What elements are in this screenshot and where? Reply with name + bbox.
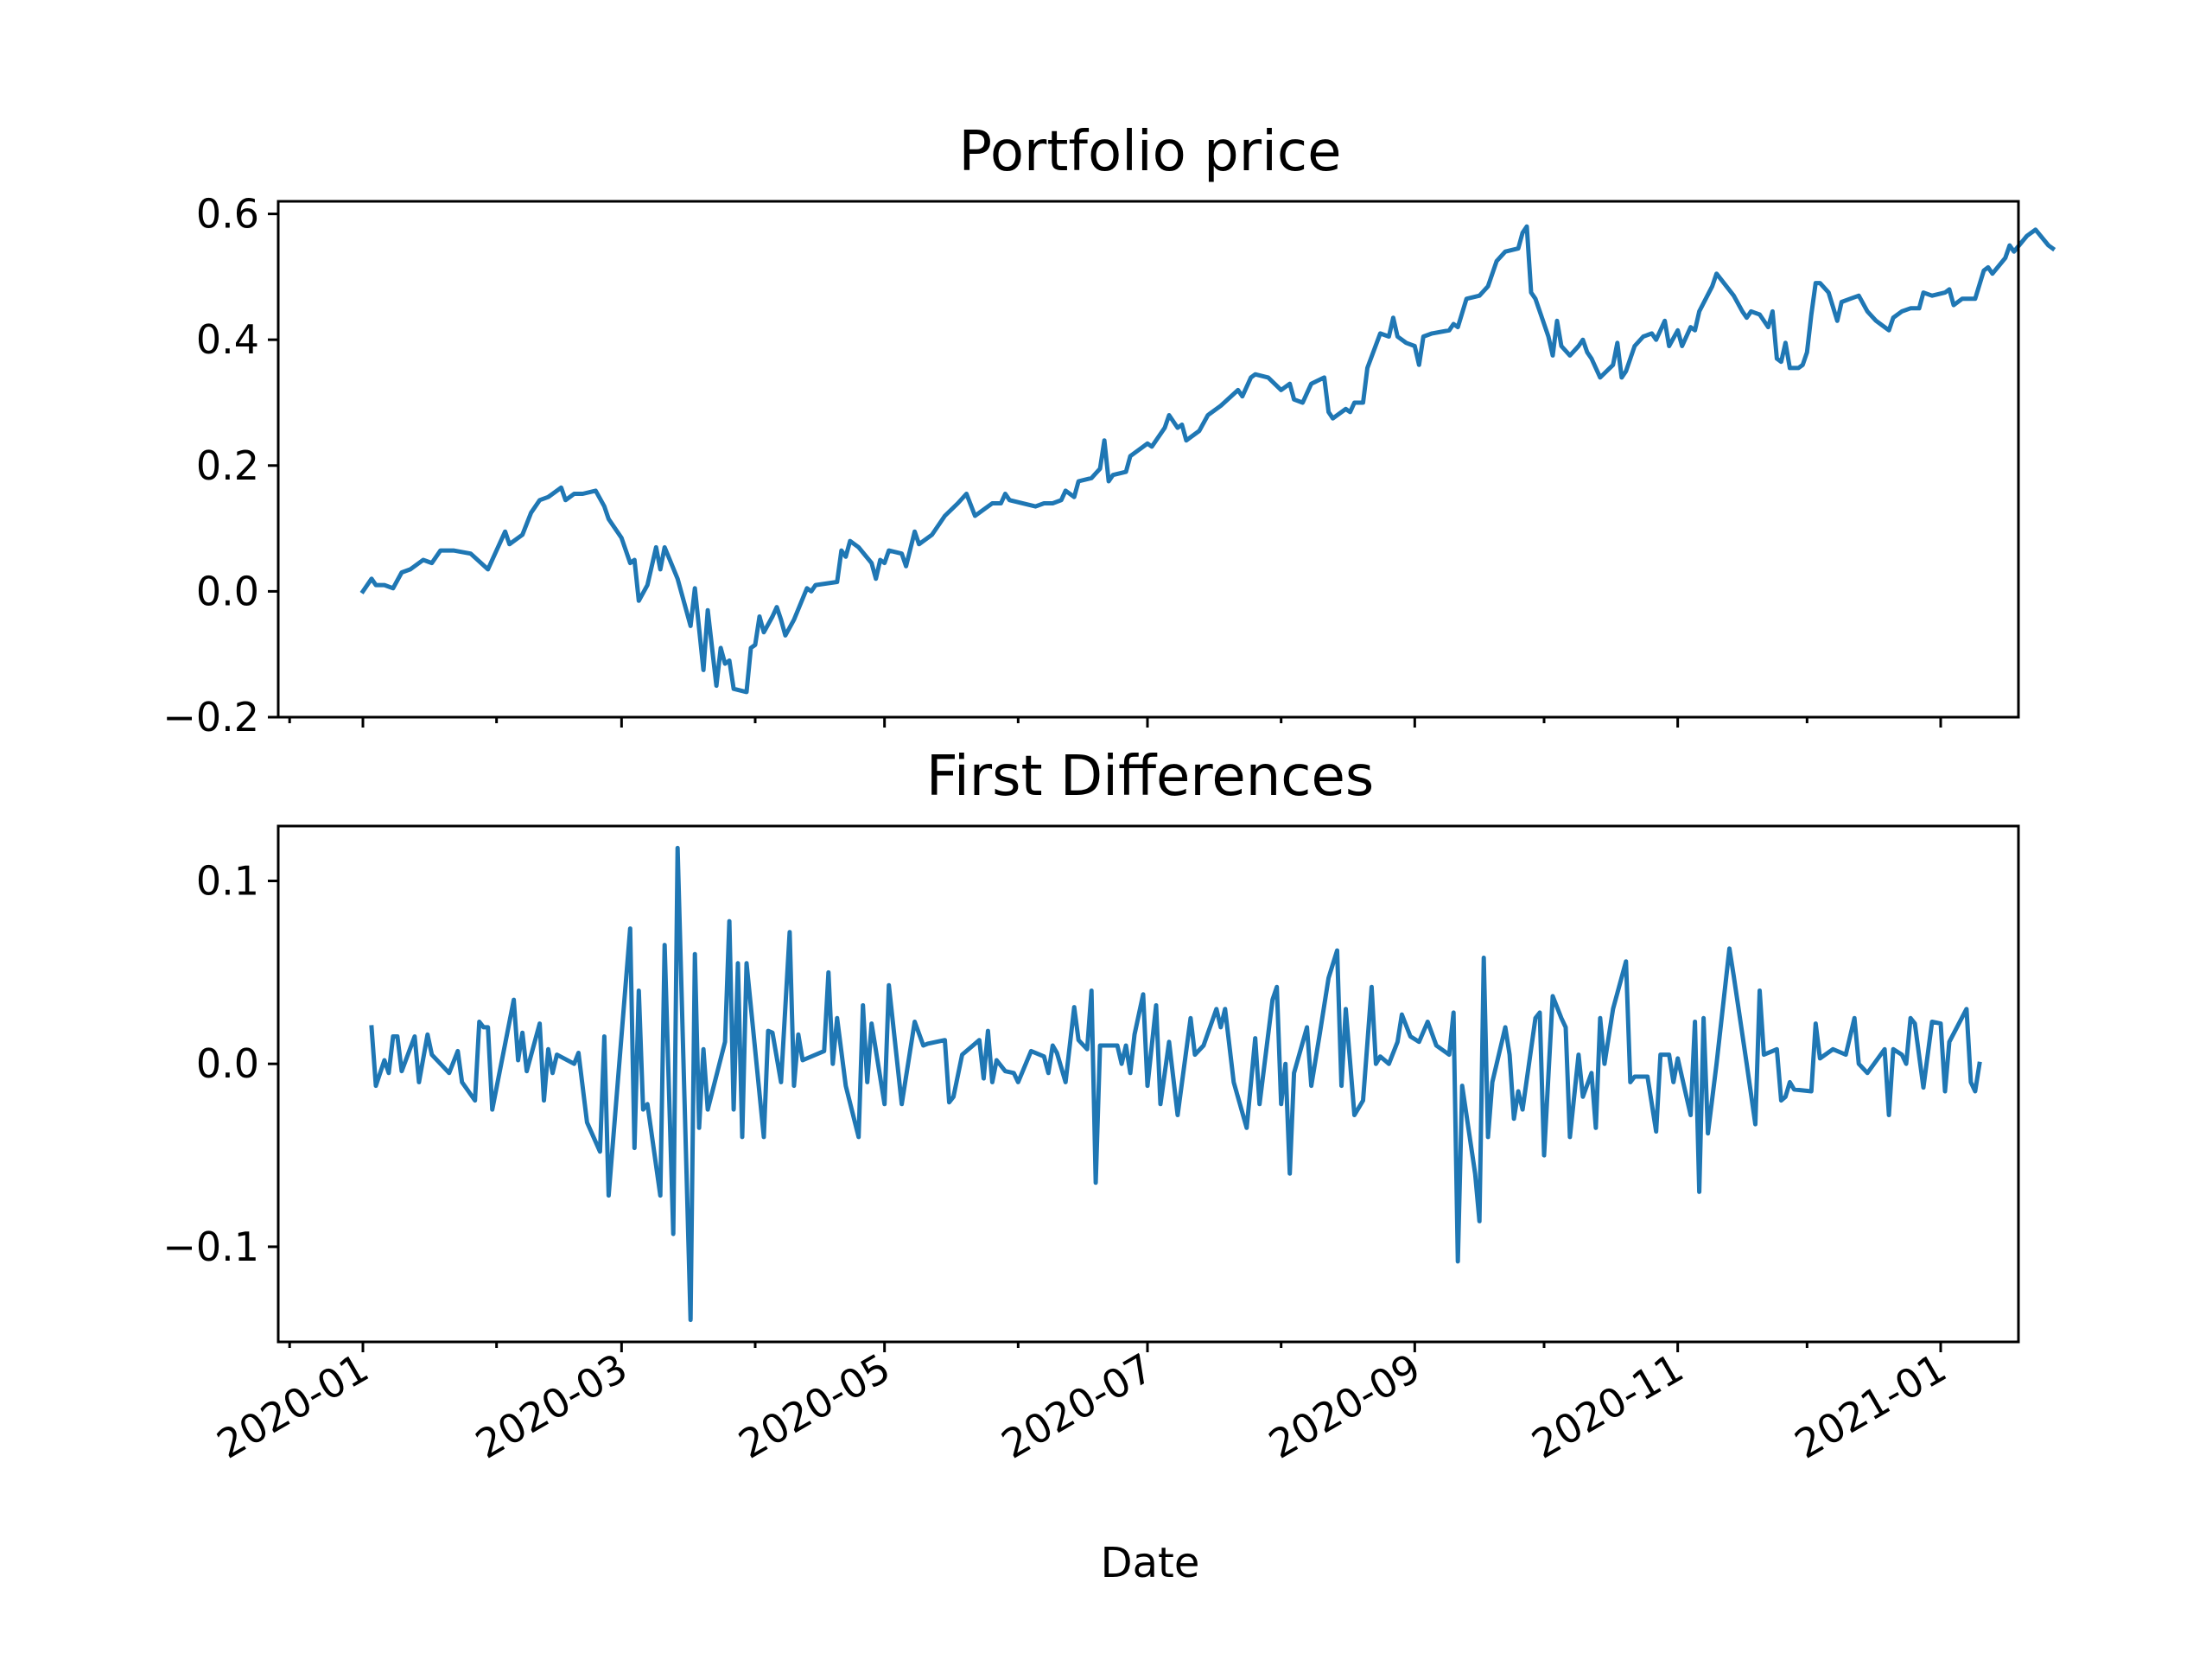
x-axis-label: Date (1101, 1539, 1200, 1587)
y-tick-label: −0.2 (162, 694, 259, 741)
portfolio-price-plot-frame (276, 200, 2020, 719)
y-tick-label: 0.6 (196, 191, 259, 238)
series-line (359, 224, 2056, 695)
portfolio-price-x-axis (288, 717, 1942, 728)
series-line (369, 845, 1982, 1323)
y-tick-label: 0.0 (196, 1040, 259, 1087)
portfolio-price-y-axis: 0.6 0.4 0.2 0.0 −0.2 (162, 191, 278, 741)
portfolio-price-panel: Portfolio price 0.6 0.4 0.2 0.0 −0.2 (162, 120, 2056, 741)
first-differences-plot-frame (276, 824, 2020, 1344)
first-differences-title: First Differences (926, 745, 1374, 809)
portfolio-price-series (359, 224, 2056, 695)
first-differences-y-axis: 0.1 0.0 −0.1 (162, 858, 278, 1270)
y-tick-label: 0.2 (196, 442, 259, 489)
first-differences-series (369, 845, 1982, 1323)
y-tick-label: −0.1 (162, 1224, 259, 1270)
y-tick-label: 0.4 (196, 316, 259, 363)
y-tick-label: 0.0 (196, 568, 259, 614)
y-tick-label: 0.1 (196, 858, 259, 905)
portfolio-price-title: Portfolio price (959, 120, 1342, 184)
